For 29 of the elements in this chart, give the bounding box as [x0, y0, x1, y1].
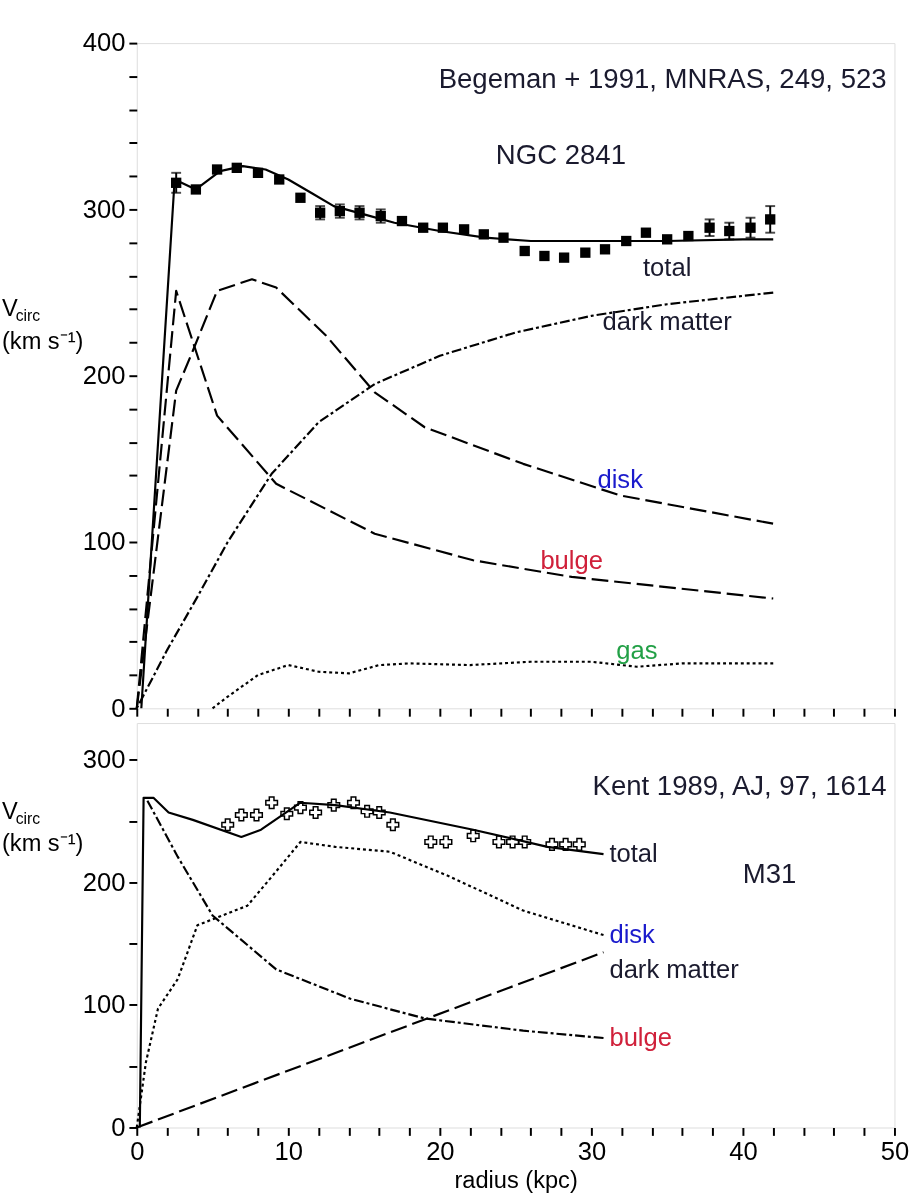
series-label: disk — [597, 464, 644, 493]
y-tick-label: 300 — [82, 745, 126, 774]
x-axis-title: radius (kpc) — [454, 1167, 578, 1194]
y-tick-label: 100 — [82, 990, 126, 1019]
annotation: Begeman + 1991, MNRAS, 249, 523 — [438, 63, 887, 95]
x-tick-label: 10 — [274, 1137, 304, 1166]
y-tick-label: 400 — [82, 28, 126, 57]
series-label: dark matter — [609, 954, 740, 983]
series-label: gas — [616, 635, 658, 664]
y-tick-label: 300 — [82, 194, 126, 223]
y-tick-label: 200 — [82, 361, 126, 390]
y-tick-label: 0 — [111, 693, 126, 722]
x-tick-label: 40 — [729, 1137, 758, 1166]
y-tick-label: 200 — [82, 867, 126, 896]
series-label: bulge — [540, 546, 603, 575]
x-tick-label: 50 — [880, 1137, 910, 1166]
series-label: bulge — [609, 1022, 673, 1051]
series-label: dark matter — [602, 306, 733, 335]
annotation: NGC 2841 — [495, 139, 626, 171]
x-tick-label: 20 — [426, 1137, 455, 1166]
x-tick-label: 0 — [130, 1137, 145, 1166]
series-label: disk — [609, 919, 656, 948]
y-tick-label: 100 — [82, 527, 126, 556]
annotation: M31 — [742, 858, 797, 890]
x-tick-label: 30 — [577, 1137, 607, 1166]
annotation: Kent 1989, AJ, 97, 1614 — [592, 769, 887, 801]
y-tick-label: 0 — [111, 1112, 126, 1141]
series-label: total — [642, 253, 692, 282]
series-label: total — [609, 839, 658, 868]
